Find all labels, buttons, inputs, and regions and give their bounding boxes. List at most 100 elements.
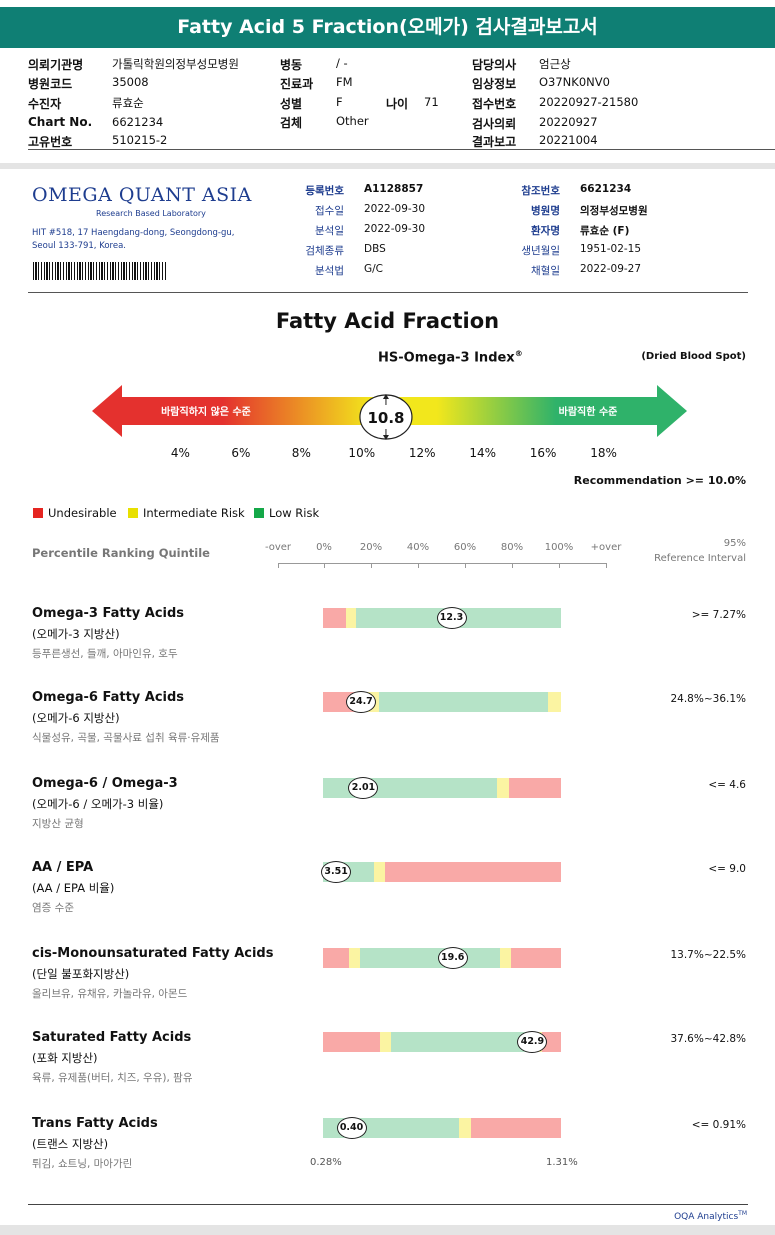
percentile-tick-label: 0% (316, 542, 332, 553)
sample-value: 2022-09-27 (580, 263, 642, 275)
percentile-tick-label: 80% (500, 542, 524, 553)
section-divider (0, 163, 775, 169)
result-bar-segment (541, 1032, 561, 1052)
result-bar-segment (500, 948, 511, 968)
gauge-left-label: 바람직하지 않은 수준 (161, 405, 251, 418)
percentile-axis (278, 563, 606, 564)
result-reference-range: 13.7%~22.5% (670, 949, 746, 961)
percentile-tick-label: 40% (406, 542, 430, 553)
age-label: 나이 (386, 97, 409, 111)
gauge-tick-label: 6% (231, 446, 251, 460)
header-value: O37NK0NV0 (539, 75, 610, 89)
sample-value: 2022-09-30 (364, 223, 426, 235)
percentile-tick-mark (512, 563, 513, 568)
gauge-right-label: 바람직한 수준 (559, 405, 618, 418)
percentile-tick-mark (278, 563, 279, 568)
gauge-tick-label: 12% (408, 446, 436, 460)
sample-label: 환자명 (531, 225, 560, 237)
info-divider (28, 292, 748, 293)
header-label: 검사의뢰 (472, 117, 517, 131)
percentile-tick-mark (371, 563, 372, 568)
header-label: 성별 (280, 97, 303, 111)
section-title: Fatty Acid Fraction (275, 309, 500, 333)
sample-label: 생년월일 (521, 245, 560, 257)
result-bar-segment (323, 1032, 381, 1052)
header-value: FM (336, 75, 353, 89)
percentile-tick-label: -over (264, 542, 292, 553)
result-name: Omega-3 Fatty Acids (32, 606, 185, 621)
percentile-tick-mark (606, 563, 607, 568)
legend-label: Low Risk (269, 506, 320, 520)
result-bar-segment (496, 778, 509, 798)
sample-label: 채혈일 (531, 265, 560, 277)
result-bar: 24.7 (323, 691, 561, 713)
gauge-tick-label: 10% (348, 446, 376, 460)
sample-value: A1128857 (364, 183, 424, 195)
result-reference-range: <= 0.91% (691, 1119, 746, 1131)
header-value: 엄근상 (539, 57, 571, 71)
result-value-marker: 0.40 (336, 1117, 367, 1139)
result-bar-segment (380, 1032, 391, 1052)
lab-logo: OMEGA QUANT ASIA (32, 184, 252, 206)
result-bar-segment (390, 1032, 532, 1052)
result-bar: 42.9 (323, 1031, 561, 1053)
result-value-marker: 42.9 (517, 1031, 548, 1053)
result-korean-name: (AA / EPA 비율) (32, 881, 115, 895)
header-label: 고유번호 (28, 135, 73, 149)
legend-swatch (33, 508, 43, 518)
sample-value: 2022-09-30 (364, 203, 426, 215)
result-description: 튀김, 쇼트닝, 마아가린 (32, 1158, 133, 1170)
header-value: / - (336, 56, 348, 70)
recommendation: Recommendation >= 10.0% (573, 474, 746, 487)
barcode (33, 262, 167, 280)
legend-swatch (254, 508, 264, 518)
result-name: Omega-6 Fatty Acids (32, 690, 185, 705)
gauge-value-marker: 10.8 (359, 394, 413, 440)
result-bar-segment (458, 1118, 471, 1138)
percentile-tick-label: 100% (544, 542, 574, 553)
sample-label: 참조번호 (521, 185, 560, 197)
result-bar-segment (508, 778, 561, 798)
result-reference-range: <= 4.6 (708, 779, 746, 791)
result-korean-name: (포화 지방산) (32, 1051, 98, 1065)
result-description: 식물성유, 곡물, 곡물사료 섭취 육류·유제품 (32, 732, 220, 744)
result-bar-segment (359, 948, 501, 968)
sample-label: 분석법 (315, 265, 344, 277)
gauge-tick-label: 4% (170, 446, 190, 460)
header-value: F (336, 95, 343, 109)
header-value: 가톨릭학원의정부성모병원 (112, 57, 239, 71)
lab-address-line1: HIT #518, 17 Haengdang-dong, Seongdong-g… (32, 228, 235, 238)
percentile-tick-label: 60% (453, 542, 477, 553)
result-bar-segment (349, 948, 360, 968)
header-divider (28, 149, 775, 150)
sample-type: (Dried Blood Spot) (641, 351, 746, 362)
result-bar: 0.40 (323, 1117, 561, 1139)
legend-label: Undesirable (48, 506, 117, 520)
legend-swatch (128, 508, 138, 518)
reference-interval-label: Reference Interval (654, 553, 746, 564)
result-bar: 12.3 (323, 607, 561, 629)
result-description: 염증 수준 (32, 902, 74, 914)
result-description: 육류, 유제품(버터, 치즈, 우유), 팜유 (32, 1072, 193, 1084)
header-label: 담당의사 (472, 58, 517, 72)
result-korean-name: (단일 불포화지방산) (32, 967, 130, 981)
footer-divider (28, 1204, 748, 1205)
result-bar-segment (511, 948, 561, 968)
legend-label: Intermediate Risk (143, 506, 245, 520)
footer-brand: OQA AnalyticsTM (674, 1210, 747, 1222)
result-bar-segment (547, 692, 561, 712)
percentile-tick-mark (559, 563, 560, 568)
result-bar-segment (378, 692, 548, 712)
lab-address-line2: Seoul 133-791, Korea. (32, 241, 126, 251)
sample-label: 검체종류 (305, 245, 344, 257)
percentile-title: Percentile Ranking Quintile (32, 546, 210, 560)
result-name: Omega-6 / Omega-3 (32, 776, 178, 791)
result-name: AA / EPA (32, 860, 94, 875)
sample-value: G/C (364, 263, 384, 275)
header-label: 접수번호 (472, 97, 517, 111)
result-bar-segment (323, 608, 346, 628)
sample-value: 의정부성모병원 (580, 205, 648, 217)
report-title: Fatty Acid 5 Fraction(오메가) 검사결과보고서 (0, 7, 775, 48)
result-korean-name: (오메가-6 지방산) (32, 711, 120, 725)
percentile-tick-mark (465, 563, 466, 568)
